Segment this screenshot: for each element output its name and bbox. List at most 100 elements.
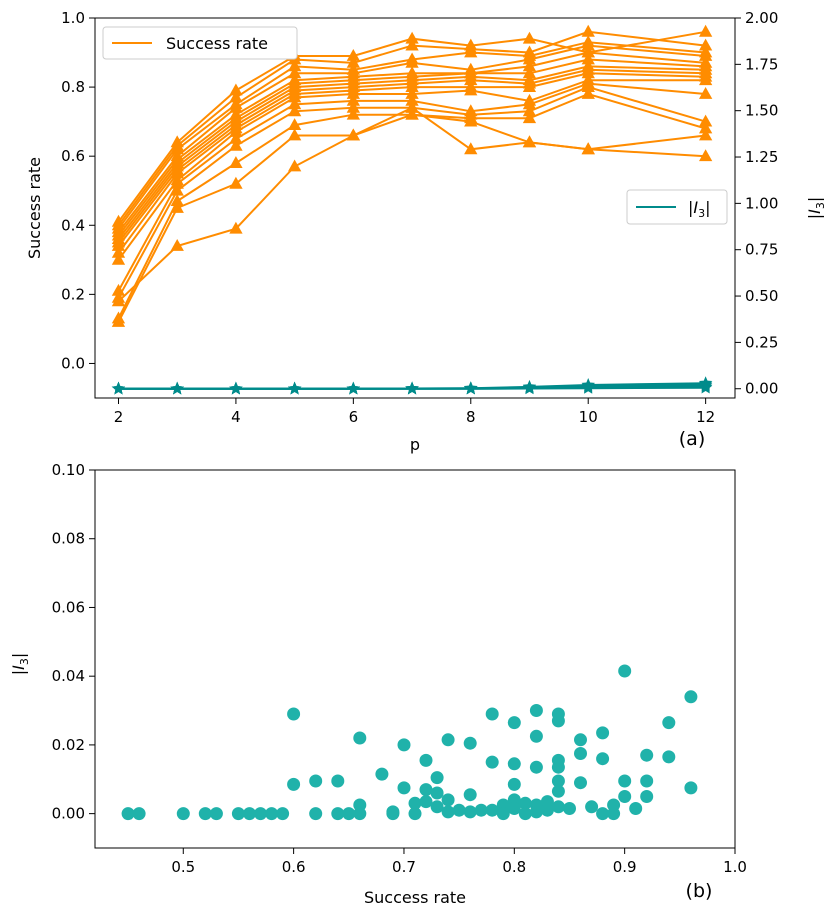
x-tick-label: 1.0	[723, 858, 747, 876]
scatter-point	[596, 807, 610, 821]
success-point	[170, 239, 184, 251]
panel-a-legend-success: Success rate	[102, 26, 298, 60]
y-right-tick-label: 0.00	[745, 380, 778, 398]
scatter-point	[397, 738, 411, 752]
scatter-point	[618, 774, 632, 788]
success-point	[170, 201, 184, 213]
success-point	[405, 93, 419, 106]
scatter-point	[485, 755, 499, 769]
scatter-point	[662, 750, 676, 764]
success-point	[229, 100, 243, 113]
scatter-point	[518, 796, 532, 810]
y-tick-label: 1.0	[61, 9, 85, 27]
i3-point	[464, 381, 478, 395]
success-point	[170, 176, 184, 189]
scatter-point	[430, 771, 444, 785]
success-point	[170, 183, 184, 196]
scatter-point	[331, 774, 345, 788]
success-point	[699, 128, 713, 141]
success-series-line	[117, 113, 706, 303]
scatter-point	[419, 783, 433, 797]
scatter-point	[209, 807, 223, 821]
success-point	[288, 90, 302, 103]
scatter-point	[265, 807, 279, 821]
panel-a-series	[111, 24, 713, 395]
x-tick-label: 12	[696, 408, 715, 426]
scatter-point	[563, 802, 576, 815]
scatter-point	[309, 774, 323, 788]
scatter-point	[375, 767, 389, 781]
success-point	[464, 73, 478, 86]
scatter-point	[441, 733, 455, 747]
scatter-point	[574, 776, 587, 790]
success-point	[699, 87, 713, 99]
y-tick-label: 0.0	[61, 354, 85, 372]
panel-b-y-label: |I3|	[9, 653, 31, 676]
success-point	[464, 114, 478, 127]
scatter-point	[353, 731, 367, 745]
scatter-point	[684, 690, 698, 704]
success-series-line	[117, 92, 706, 319]
scatter-point	[430, 786, 444, 800]
panel-a-y-ticks-right: 0.00 0.25 0.50 0.75 1.00 1.25 1.50 1.75 2.00	[735, 9, 778, 398]
x-tick-label: 0.6	[282, 858, 306, 876]
panel-b-x-label: Success rate	[364, 888, 466, 907]
success-point	[699, 149, 713, 162]
scatter-point	[254, 807, 267, 821]
success-point	[581, 45, 595, 58]
scatter-point	[441, 805, 455, 819]
scatter-point	[441, 793, 455, 807]
success-point	[405, 55, 419, 68]
y-right-tick-label: 1.75	[745, 55, 778, 73]
i3-point	[522, 381, 537, 395]
success-series-line	[117, 79, 706, 261]
panel-a-legend-i3: |I3|	[626, 189, 728, 225]
success-point	[464, 45, 478, 58]
success-point	[229, 156, 243, 168]
i3-series-line	[118, 386, 706, 390]
y-tick-label: 0.4	[61, 216, 85, 234]
panel-a-y-label-left: Success rate	[25, 157, 44, 259]
legend-i3-label-end: |	[705, 198, 710, 217]
success-series-line	[117, 65, 706, 244]
i3-point	[288, 381, 302, 395]
legend-i3-frame	[626, 189, 728, 225]
y-tick-label: 0.10	[52, 461, 85, 479]
x-tick-label: 4	[231, 408, 241, 426]
scatter-point	[198, 807, 212, 821]
scatter-point	[551, 800, 565, 814]
success-point	[346, 100, 360, 113]
y-tick-label: 0.8	[61, 78, 85, 96]
success-point	[581, 38, 595, 51]
success-point	[346, 107, 360, 120]
success-point	[522, 66, 537, 79]
success-point	[405, 38, 419, 51]
scatter-point	[276, 807, 290, 821]
scatter-point	[551, 774, 565, 788]
y-tick-label: 0.00	[52, 805, 85, 823]
panel-a-y-label-right-sub: 3	[814, 202, 827, 209]
panel-a-frame	[94, 17, 736, 399]
scatter-point	[463, 788, 477, 802]
success-point	[699, 38, 713, 51]
success-series-line	[117, 82, 706, 292]
scatter-point	[596, 726, 610, 740]
scatter-point	[574, 733, 587, 747]
panel-a-y-ticks-left: 0.0 0.2 0.4 0.6 0.8 1.0	[61, 9, 95, 372]
legend-i3-label-sub: 3	[698, 207, 705, 220]
success-point	[581, 66, 595, 79]
legend-success-frame	[102, 26, 298, 60]
scatter-point	[551, 760, 565, 774]
legend-i3-label: |I3|	[688, 198, 711, 220]
success-point	[699, 49, 713, 61]
scatter-point	[463, 736, 477, 750]
scatter-point	[551, 784, 565, 798]
scatter-point	[485, 803, 499, 817]
y-tick-label: 0.2	[61, 285, 85, 303]
success-series-line	[117, 72, 706, 254]
success-point	[699, 114, 713, 127]
y-tick-label: 0.02	[52, 736, 85, 754]
success-series-line	[117, 68, 706, 247]
y-right-tick-label: 0.75	[745, 241, 778, 259]
